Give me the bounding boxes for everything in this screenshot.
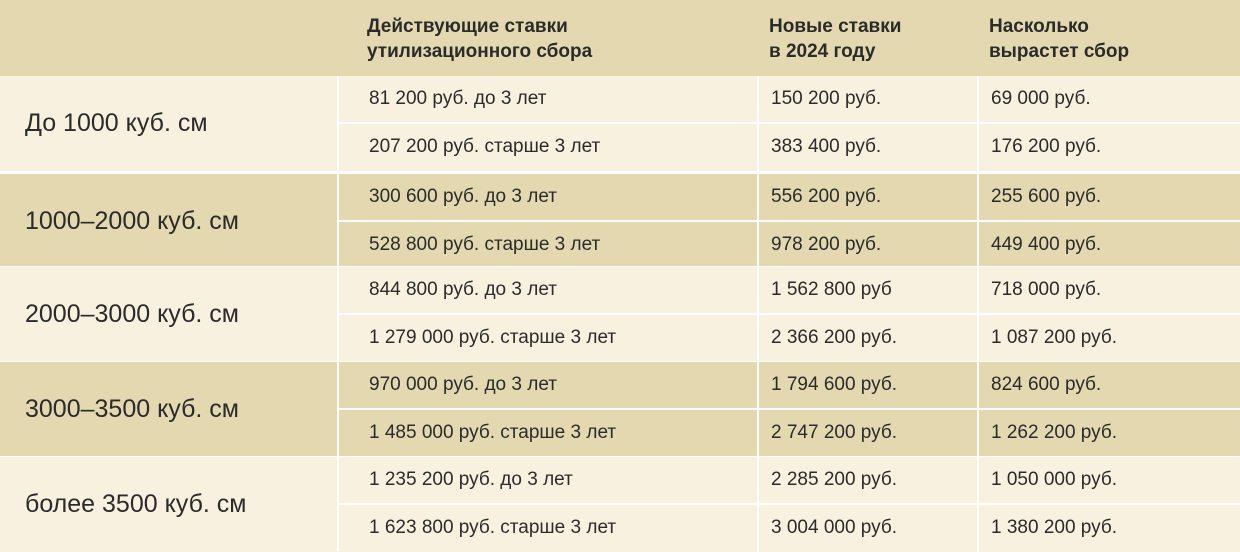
column-divider <box>757 267 759 362</box>
current-rate-cell: 528 800 руб. старше 3 лет <box>369 234 601 255</box>
header-increase: Насколько вырастет сбор <box>989 16 1130 62</box>
increase-cell: 1 087 200 руб. <box>991 327 1118 348</box>
table-row: 844 800 руб. до 3 лет 1 562 800 руб 718 … <box>337 267 1240 313</box>
engine-volume-label: 2000–3000 куб. см <box>25 300 239 328</box>
current-rate-cell: 1 623 800 руб. старше 3 лет <box>369 517 617 538</box>
increase-cell: 824 600 руб. <box>991 374 1102 395</box>
increase-cell: 1 050 000 руб. <box>991 469 1118 490</box>
new-rate-cell: 383 400 руб. <box>771 136 882 157</box>
increase-cell: 69 000 руб. <box>991 88 1091 109</box>
increase-cell: 449 400 руб. <box>991 234 1102 255</box>
table-row: 81 200 руб. до 3 лет 150 200 руб. 69 000… <box>337 76 1240 122</box>
engine-volume-label: 3000–3500 куб. см <box>25 395 239 423</box>
table-row: 1 485 000 руб. старше 3 лет 2 747 200 ру… <box>337 410 1240 456</box>
table-row: 1 235 200 руб. до 3 лет 2 285 200 руб. 1… <box>337 457 1240 503</box>
table-row: 1 279 000 руб. старше 3 лет 2 366 200 ру… <box>337 315 1240 361</box>
row-divider <box>337 220 1240 222</box>
row-divider <box>337 408 1240 410</box>
group-divider <box>0 171 1240 174</box>
table-group: 1000–2000 куб. см 300 600 руб. до 3 лет … <box>0 174 1240 269</box>
column-divider <box>977 174 979 269</box>
new-rate-cell: 1 562 800 руб <box>771 279 892 300</box>
table-row: 1 623 800 руб. старше 3 лет 3 004 000 ру… <box>337 505 1240 551</box>
table-row: 970 000 руб. до 3 лет 1 794 600 руб. 824… <box>337 362 1240 408</box>
engine-volume-label: более 3500 куб. см <box>25 490 247 518</box>
table-group: До 1000 куб. см 81 200 руб. до 3 лет 150… <box>0 76 1240 171</box>
increase-cell: 255 600 руб. <box>991 186 1102 207</box>
new-rate-cell: 2 747 200 руб. <box>771 422 898 443</box>
current-rate-cell: 844 800 руб. до 3 лет <box>369 279 557 300</box>
current-rate-cell: 81 200 руб. до 3 лет <box>369 88 547 109</box>
table-group: более 3500 куб. см 1 235 200 руб. до 3 л… <box>0 457 1240 552</box>
column-divider <box>977 267 979 362</box>
new-rate-cell: 3 004 000 руб. <box>771 517 898 538</box>
new-rate-cell: 1 794 600 руб. <box>771 374 898 395</box>
column-divider <box>977 362 979 457</box>
table-header: Действующие ставки утилизационного сбора… <box>0 0 1240 76</box>
column-divider <box>977 76 979 171</box>
column-divider <box>977 457 979 552</box>
engine-volume-label: До 1000 куб. см <box>25 109 208 137</box>
row-divider <box>337 313 1240 315</box>
current-rate-cell: 207 200 руб. старше 3 лет <box>369 136 601 157</box>
table-group: 2000–3000 куб. см 844 800 руб. до 3 лет … <box>0 267 1240 362</box>
current-rate-cell: 970 000 руб. до 3 лет <box>369 374 557 395</box>
header-current-rates: Действующие ставки утилизационного сбора <box>367 16 593 62</box>
current-rate-cell: 300 600 руб. до 3 лет <box>369 186 557 207</box>
column-divider <box>757 457 759 552</box>
table-row: 207 200 руб. старше 3 лет 383 400 руб. 1… <box>337 124 1240 170</box>
increase-cell: 1 262 200 руб. <box>991 422 1118 443</box>
row-divider <box>337 122 1240 124</box>
header-new-rates: Новые ставки в 2024 году <box>769 16 902 62</box>
engine-volume-label: 1000–2000 куб. см <box>25 207 239 235</box>
current-rate-cell: 1 279 000 руб. старше 3 лет <box>369 327 617 348</box>
table-row: 528 800 руб. старше 3 лет 978 200 руб. 4… <box>337 222 1240 268</box>
current-rate-cell: 1 485 000 руб. старше 3 лет <box>369 422 617 443</box>
column-divider <box>757 76 759 171</box>
table-group: 3000–3500 куб. см 970 000 руб. до 3 лет … <box>0 362 1240 457</box>
increase-cell: 1 380 200 руб. <box>991 517 1118 538</box>
increase-cell: 176 200 руб. <box>991 136 1102 157</box>
row-divider <box>337 503 1240 505</box>
table-row: 300 600 руб. до 3 лет 556 200 руб. 255 6… <box>337 174 1240 220</box>
new-rate-cell: 2 366 200 руб. <box>771 327 898 348</box>
current-rate-cell: 1 235 200 руб. до 3 лет <box>369 469 573 490</box>
new-rate-cell: 556 200 руб. <box>771 186 882 207</box>
new-rate-cell: 978 200 руб. <box>771 234 882 255</box>
column-divider <box>757 174 759 269</box>
column-divider <box>757 362 759 457</box>
new-rate-cell: 150 200 руб. <box>771 88 882 109</box>
increase-cell: 718 000 руб. <box>991 279 1102 300</box>
new-rate-cell: 2 285 200 руб. <box>771 469 898 490</box>
